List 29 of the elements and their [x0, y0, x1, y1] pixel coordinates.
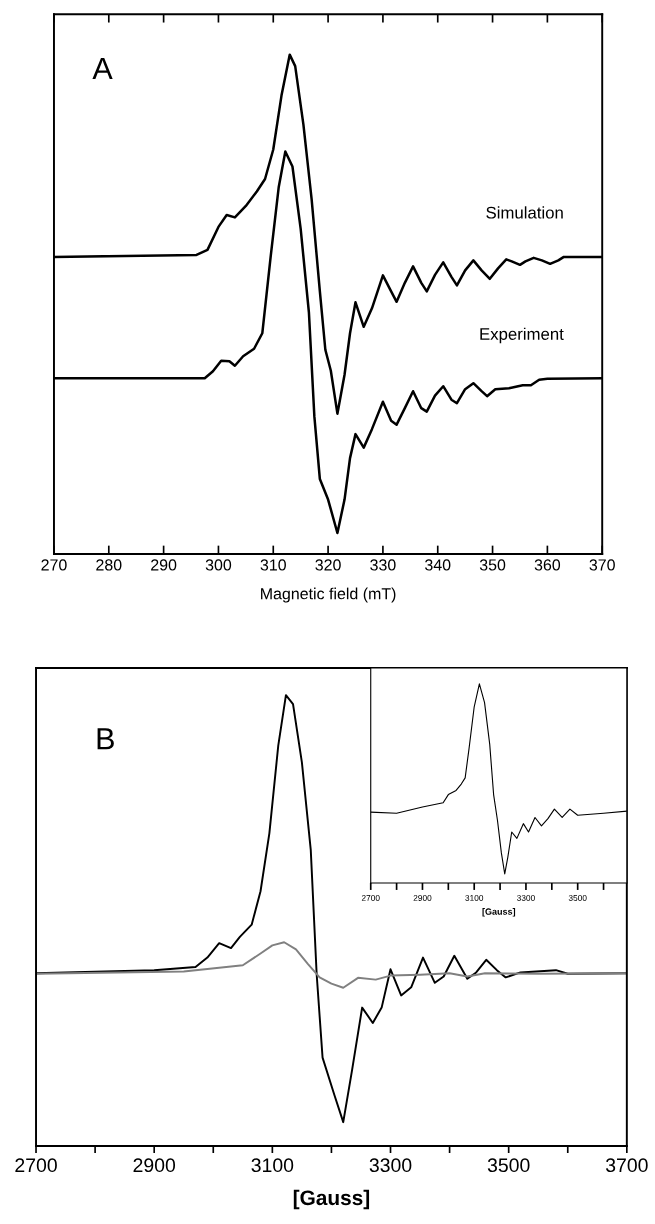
x-tick-label: 320: [315, 559, 341, 571]
x-axis-title: [Gauss]: [293, 1189, 370, 1210]
text: Simulation: [486, 206, 563, 219]
x-tick-label: 3300: [516, 895, 535, 901]
x-tick-label: 310: [260, 559, 286, 571]
annotation: A: [92, 57, 113, 79]
x-tick-label: 280: [96, 559, 122, 571]
x-tick-label: 2700: [361, 895, 380, 901]
x-tick-label: 2900: [133, 1158, 176, 1173]
x-tick-label: 290: [151, 559, 177, 571]
x-tick-label: 3300: [369, 1158, 412, 1173]
x-tick-label: 2700: [15, 1158, 57, 1173]
x-tick-label: 3700: [605, 1158, 648, 1173]
text: Experiment: [480, 327, 564, 344]
x-tick-label: 3100: [465, 895, 484, 901]
x-tick-label: 3500: [568, 895, 587, 901]
x-axis-title: [Gauss]: [482, 908, 516, 917]
x-tick-label: 300: [205, 559, 232, 571]
x-tick-label: 270: [41, 559, 67, 571]
x-tick-label: 360: [534, 559, 561, 571]
x-tick-label: 3100: [251, 1158, 294, 1173]
annotation: B: [97, 728, 114, 750]
x-tick-label: 330: [370, 559, 396, 571]
x-tick-label: 350: [479, 559, 506, 571]
x-axis-title: Magnetic field (mT): [261, 587, 396, 603]
x-tick-label: 2900: [413, 895, 432, 901]
x-tick-label: 340: [425, 559, 451, 571]
x-tick-label: 370: [589, 559, 615, 571]
x-tick-label: 3500: [487, 1158, 530, 1173]
